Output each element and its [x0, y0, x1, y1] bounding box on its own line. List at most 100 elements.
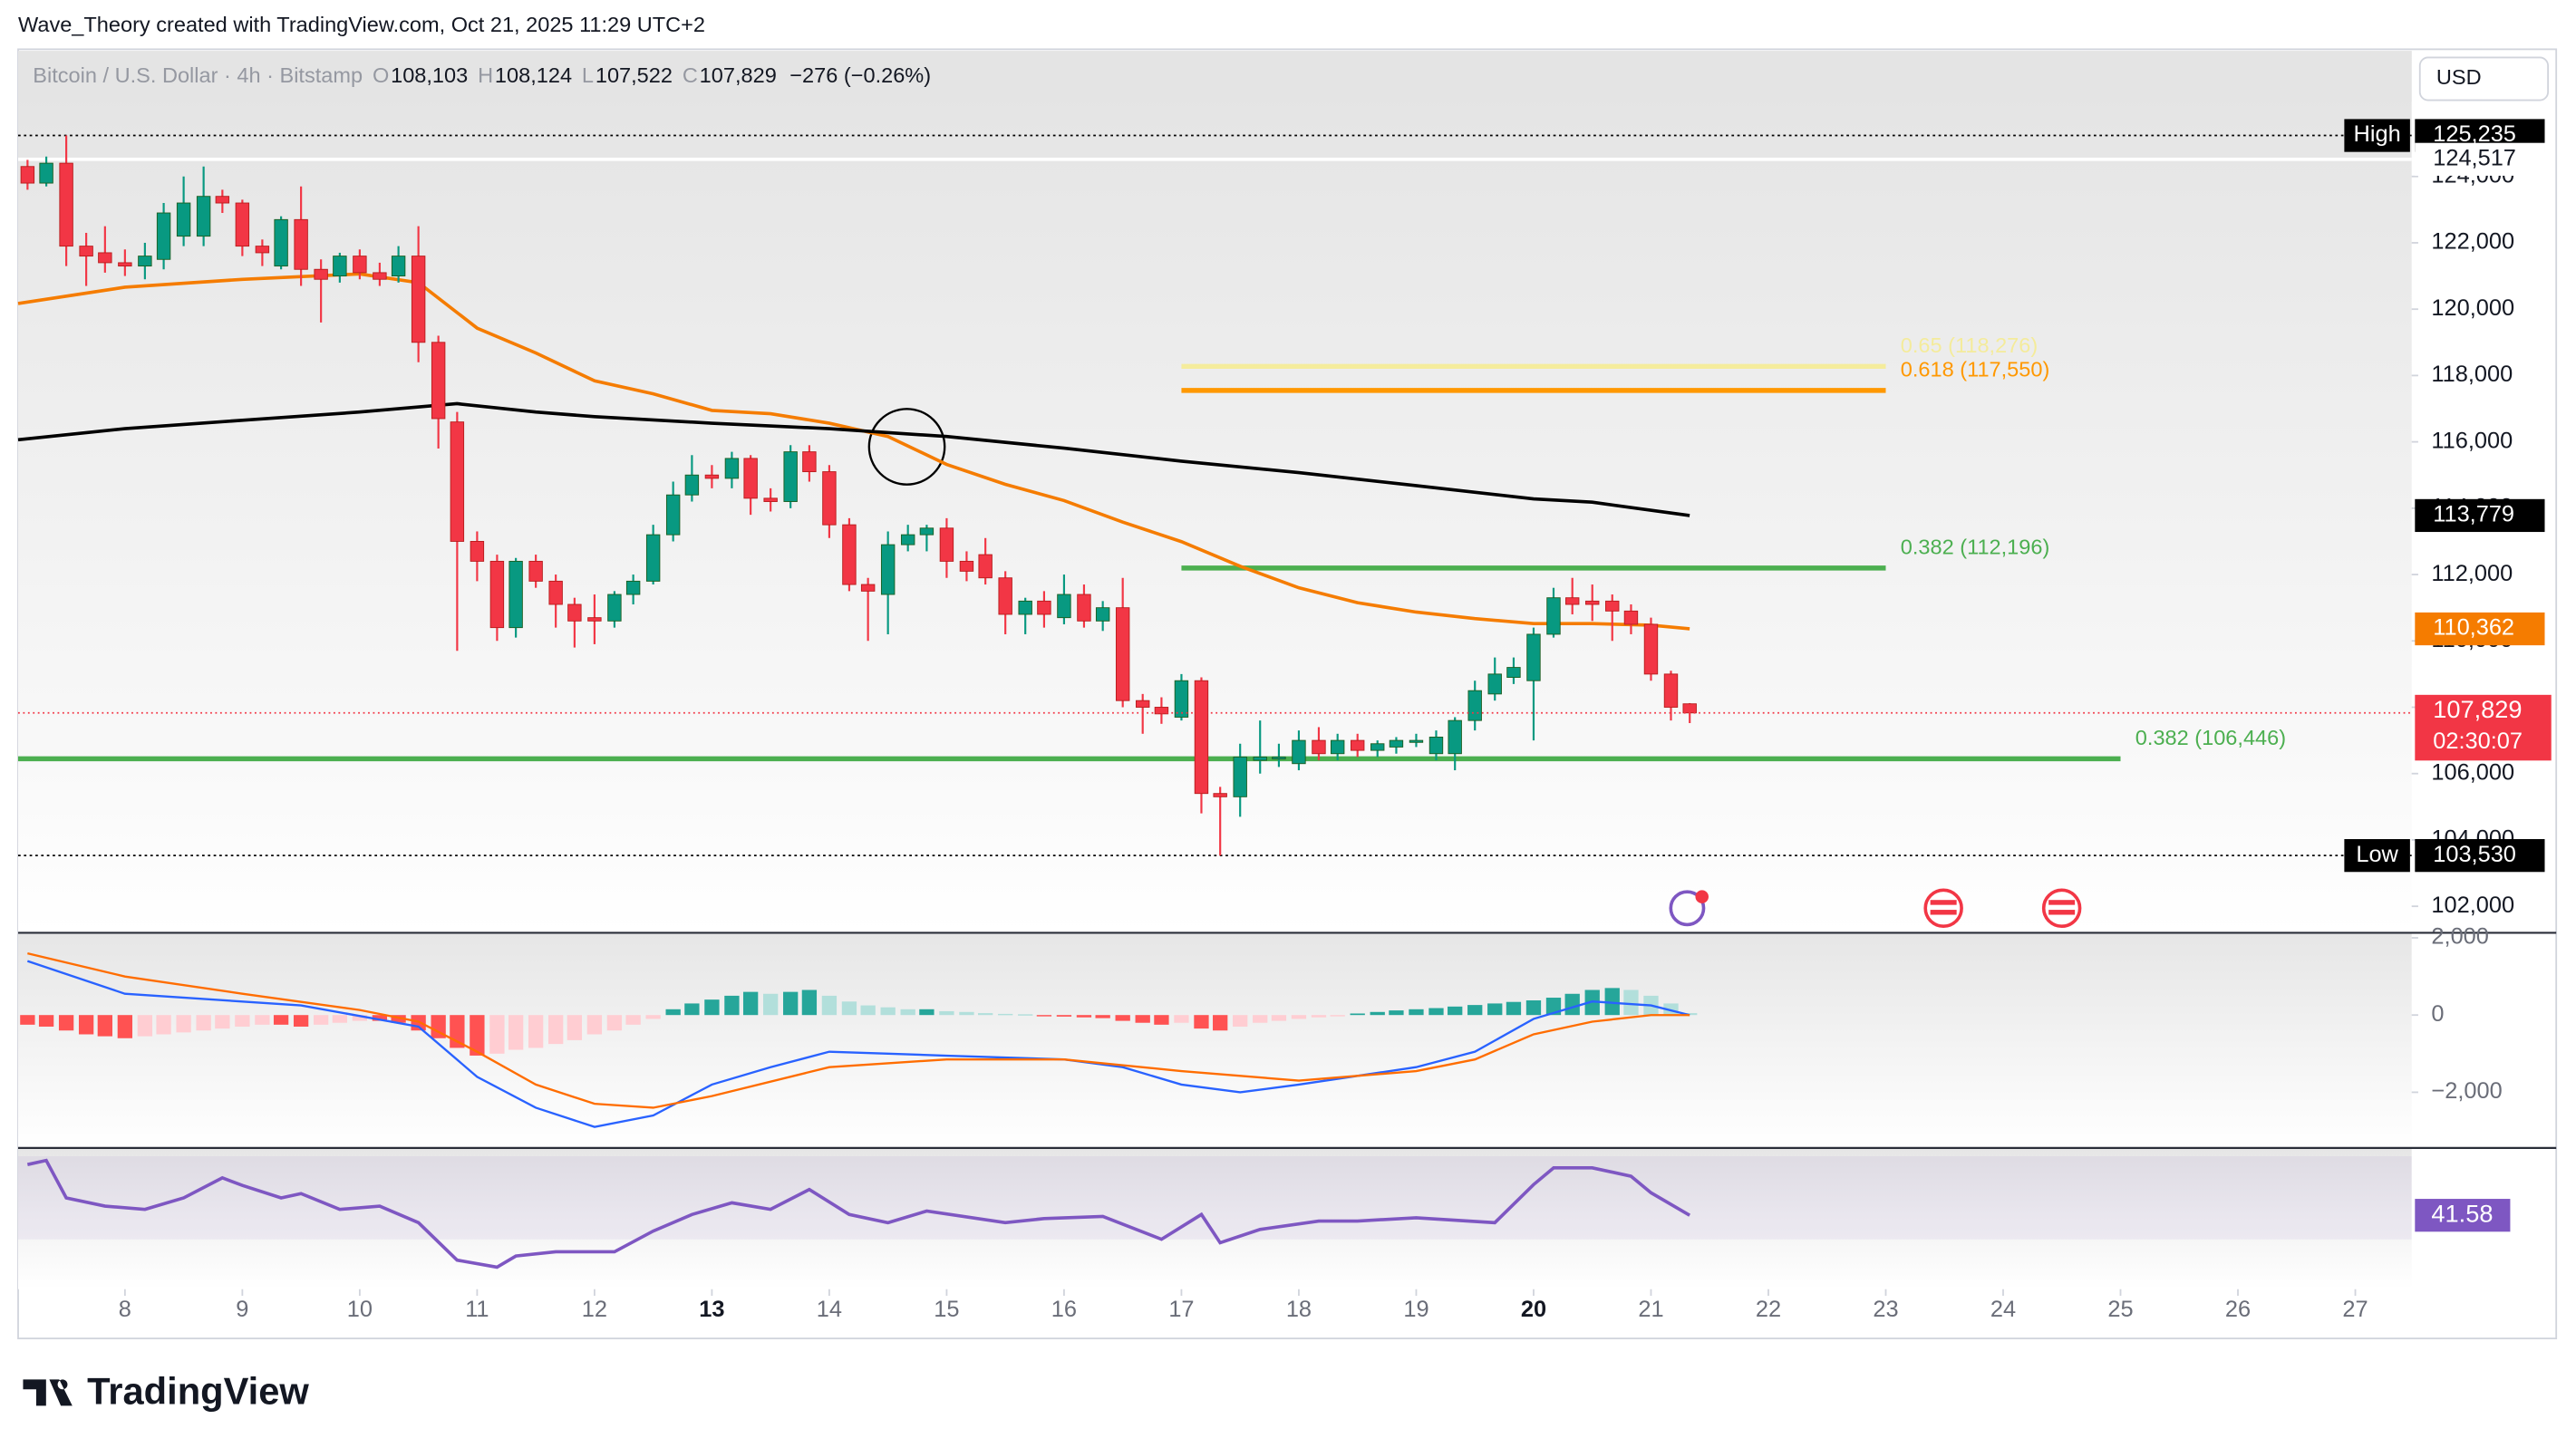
candle-body: [1057, 594, 1071, 619]
marker-name-badge: [2344, 119, 2410, 152]
macd-histogram-bar: [1194, 1015, 1209, 1029]
macd-pane: [18, 932, 2412, 1148]
event-icon[interactable]: [1669, 890, 1706, 927]
macd-histogram-bar: [1154, 1015, 1169, 1025]
macd-histogram-bar: [704, 999, 720, 1016]
x-tick-label: 9: [236, 1297, 248, 1322]
x-tick-label: 17: [1168, 1297, 1194, 1322]
macd-histogram-bar: [1506, 1001, 1522, 1016]
macd-histogram-bar: [959, 1011, 974, 1016]
macd-histogram-bar: [783, 991, 799, 1016]
macd-histogram-bar: [1487, 1003, 1503, 1016]
candle-body: [939, 527, 954, 562]
candle-body: [783, 451, 798, 502]
macd-histogram-bar: [1095, 1015, 1110, 1018]
candle-body: [1370, 743, 1385, 751]
macd-histogram-bar: [372, 1015, 388, 1021]
candle-body: [1389, 739, 1404, 748]
candle-body: [1448, 719, 1462, 755]
macd-histogram-bar: [821, 995, 838, 1016]
candle-body: [842, 524, 857, 585]
candle-body: [373, 272, 387, 280]
candle-body: [1526, 633, 1541, 681]
price-pane: [18, 51, 2412, 933]
macd-histogram-bar: [1076, 1015, 1092, 1018]
candle-body: [1409, 739, 1424, 743]
macd-histogram-bar: [1389, 1010, 1404, 1016]
macd-histogram-bar: [978, 1013, 993, 1016]
candle-body: [802, 451, 817, 473]
flag-stripe: [1930, 900, 1957, 905]
line-value-badge: [2415, 498, 2545, 533]
macd-histogram-bar: [998, 1013, 1013, 1016]
macd-histogram-bar: [97, 1015, 113, 1037]
candle-body: [1682, 703, 1697, 714]
event-icon[interactable]: [2041, 888, 2082, 929]
macd-histogram-bar: [801, 989, 818, 1016]
currency[interactable]: USD: [2436, 65, 2482, 89]
rsi-pane: [18, 1147, 2412, 1289]
flag-stripe: [2048, 900, 2076, 905]
macd-histogram-bar: [1350, 1013, 1365, 1016]
x-tick-label: 26: [2225, 1297, 2251, 1322]
macd-histogram-bar: [548, 1015, 564, 1045]
candle-body: [1546, 597, 1561, 635]
line-value-label: 113,779: [2433, 502, 2514, 527]
rsi-value: 41.58: [2431, 1199, 2493, 1227]
candle-body: [587, 617, 602, 622]
candle-body: [1135, 700, 1150, 708]
candle-body: [1663, 673, 1679, 708]
macd-histogram-bar: [1056, 1015, 1072, 1017]
candle-body: [763, 497, 778, 502]
y-tick-label: 122,000: [2431, 229, 2514, 255]
candle-body: [684, 474, 700, 496]
candle-body: [1487, 673, 1502, 695]
macd-histogram-bar: [900, 1009, 915, 1016]
macd-histogram-bar: [1564, 993, 1580, 1016]
candle-body: [215, 196, 230, 204]
candle-body: [1605, 600, 1620, 612]
currency-button[interactable]: [2418, 56, 2550, 101]
x-tick-label: 8: [119, 1297, 131, 1322]
ohlc-value: 107,829: [700, 63, 777, 87]
macd-histogram-bar: [1623, 989, 1639, 1016]
marker-label: 124,517: [2433, 146, 2516, 171]
candle-body: [294, 218, 308, 270]
macd-histogram-bar: [293, 1015, 309, 1027]
candle-body: [333, 256, 347, 277]
candle-body: [959, 560, 974, 572]
y-tick-label: 0: [2431, 1001, 2444, 1027]
candle-body: [1194, 680, 1209, 795]
candle-body: [860, 584, 876, 592]
x-tick-label: 23: [1873, 1297, 1898, 1322]
candle-body: [39, 162, 53, 184]
macd-histogram-bar: [38, 1015, 54, 1027]
macd-histogram-bar: [919, 1009, 935, 1016]
candle-body: [1154, 707, 1169, 715]
event-icon[interactable]: [1923, 888, 1963, 929]
level-label: 0.618 (117,550): [1901, 357, 2050, 381]
macd-histogram-bar: [684, 1003, 700, 1016]
y-tick-label: 112,000: [2431, 561, 2513, 586]
marker-badge: [2415, 839, 2545, 873]
rsi-line: [26, 1158, 1691, 1269]
macd-histogram-bar: [20, 1015, 35, 1025]
macd-histogram-bar: [1174, 1015, 1189, 1023]
macd-histogram-bar: [645, 1015, 661, 1019]
candle-body: [1623, 610, 1639, 625]
candle-body: [1037, 600, 1051, 615]
last-price-label: 107,829: [2433, 695, 2522, 723]
macd-histogram-bar: [1115, 1015, 1130, 1021]
candle-body: [1253, 756, 1267, 761]
ohlc-value: 107,522: [596, 63, 673, 87]
candle-body: [1272, 756, 1286, 760]
macd-histogram-bar: [1545, 998, 1562, 1016]
macd-histogram-bar: [332, 1015, 348, 1023]
macd-histogram-bar: [567, 1015, 583, 1040]
moving-average: [17, 272, 1690, 631]
macd-histogram-bar: [1018, 1014, 1033, 1016]
macd-histogram-bar: [117, 1015, 133, 1038]
candle-body: [919, 527, 935, 536]
marker-badge: [2415, 142, 2545, 176]
candle-body: [645, 534, 661, 582]
